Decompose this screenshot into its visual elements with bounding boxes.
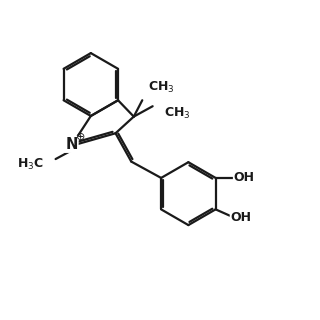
Text: H$_3$C: H$_3$C bbox=[17, 157, 44, 172]
Text: OH: OH bbox=[230, 211, 252, 224]
Text: CH$_3$: CH$_3$ bbox=[164, 106, 190, 121]
Text: N: N bbox=[65, 137, 77, 152]
Text: OH: OH bbox=[234, 172, 254, 184]
Text: CH$_3$: CH$_3$ bbox=[148, 80, 174, 95]
Text: $\oplus$: $\oplus$ bbox=[75, 131, 85, 142]
